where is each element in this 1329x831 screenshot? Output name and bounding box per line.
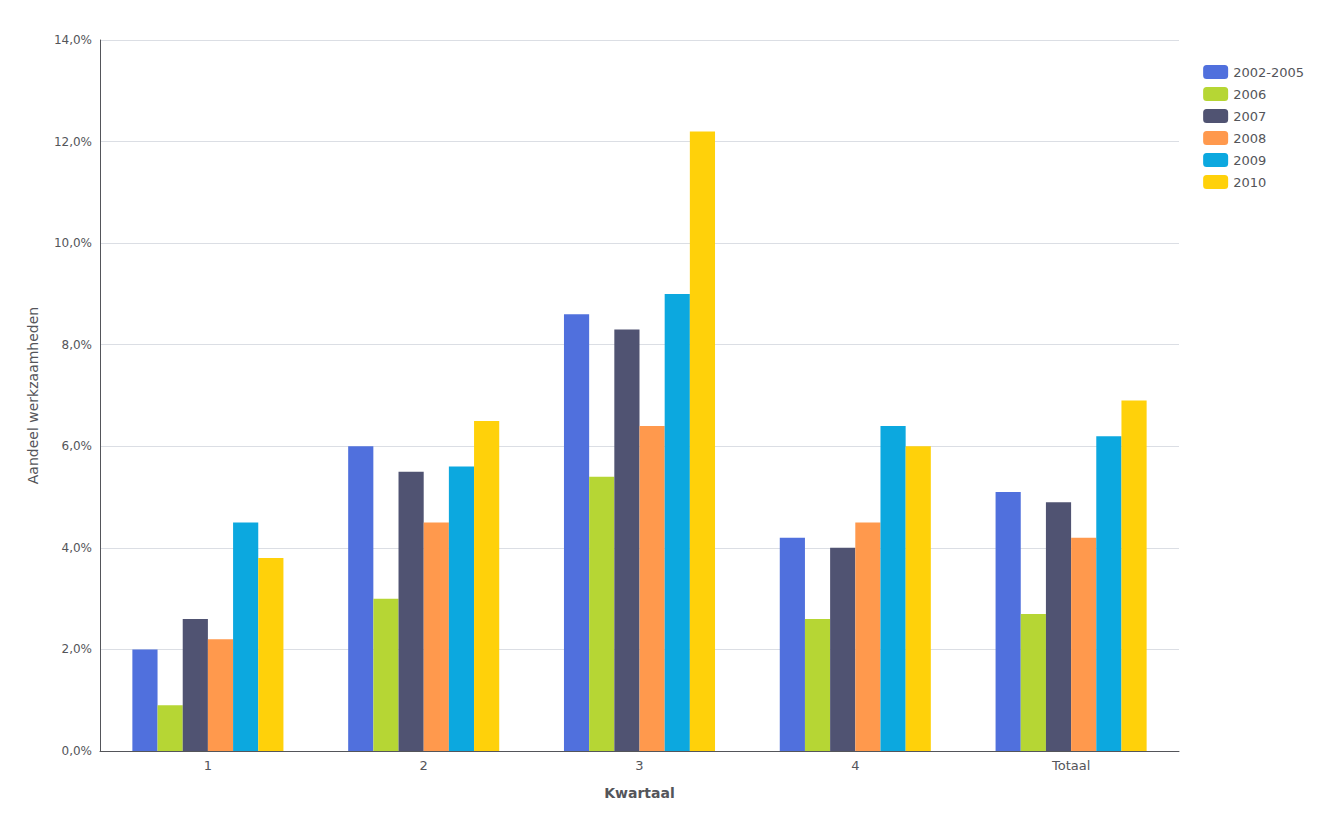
svg-text:1: 1	[204, 758, 212, 773]
svg-text:0,0%: 0,0%	[62, 744, 93, 758]
svg-text:Totaal: Totaal	[1051, 758, 1090, 773]
svg-text:10,0%: 10,0%	[54, 236, 92, 250]
svg-text:2: 2	[420, 758, 428, 773]
svg-text:4: 4	[851, 758, 859, 773]
svg-text:8,0%: 8,0%	[62, 338, 93, 352]
svg-text:2009: 2009	[1233, 153, 1266, 168]
svg-text:12,0%: 12,0%	[54, 135, 92, 149]
svg-text:2006: 2006	[1233, 87, 1266, 102]
svg-text:6,0%: 6,0%	[62, 439, 93, 453]
svg-text:3: 3	[635, 758, 643, 773]
svg-text:2007: 2007	[1233, 109, 1266, 124]
svg-text:2002-2005: 2002-2005	[1233, 65, 1304, 80]
svg-text:2008: 2008	[1233, 131, 1266, 146]
svg-text:2010: 2010	[1233, 175, 1266, 190]
svg-text:2,0%: 2,0%	[62, 642, 93, 656]
svg-text:14,0%: 14,0%	[54, 33, 92, 47]
svg-text:4,0%: 4,0%	[62, 541, 93, 555]
svg-text:Aandeel werkzaamheden: Aandeel werkzaamheden	[25, 307, 41, 484]
svg-text:Kwartaal: Kwartaal	[604, 785, 675, 801]
